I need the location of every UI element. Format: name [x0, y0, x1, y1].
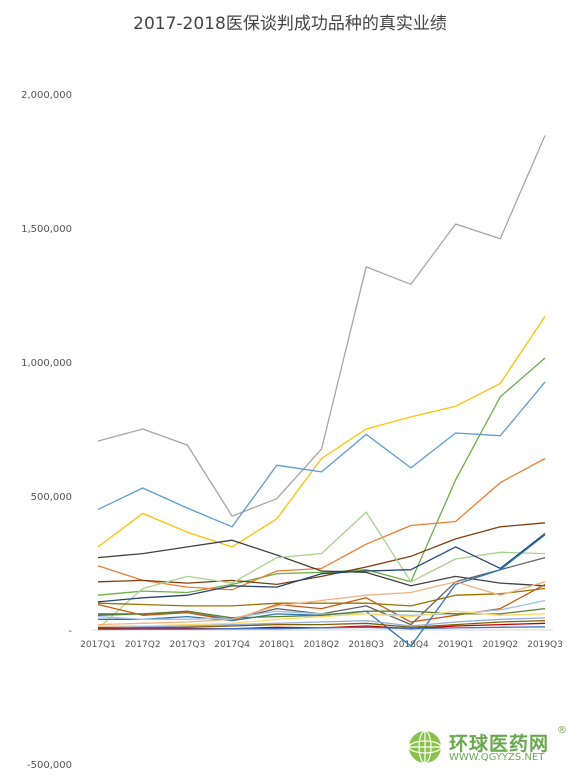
- y-tick-label: 2,000,000: [21, 90, 72, 101]
- series-line-15: [97, 607, 546, 619]
- watermark-logo: 环球医药网 ® WWW.QGYYZS.NET: [405, 725, 580, 767]
- series-line-1: [97, 135, 546, 517]
- watermark-brand: 环球医药网: [449, 733, 550, 755]
- y-tick-label: -: [68, 626, 72, 637]
- watermark-registered-mark: ®: [557, 725, 567, 736]
- chart-title: 2017-2018医保谈判成功品种的真实业绩: [133, 14, 447, 34]
- series-line-17: [98, 610, 546, 627]
- series-line-18: [97, 617, 546, 628]
- series-line-5: [97, 457, 546, 591]
- y-tick-label: 500,000: [31, 492, 72, 503]
- series-line-16: [97, 581, 546, 626]
- x-tick-label: 2018Q2: [304, 640, 340, 650]
- y-tick-label: 1,500,000: [21, 224, 72, 235]
- series-line-10: [97, 587, 546, 607]
- y-tick-label: -500,000: [27, 760, 72, 771]
- x-tick-label: 2017Q3: [170, 640, 206, 650]
- series-line-6: [97, 522, 546, 586]
- watermark-url: WWW.QGYYZS.NET: [449, 752, 545, 763]
- series-line-21: [97, 626, 546, 631]
- series-line-2: [97, 316, 546, 548]
- x-tick-label: 2019Q3: [527, 640, 563, 650]
- x-tick-label: 2018Q4: [393, 640, 429, 650]
- series-line-9: [97, 532, 546, 603]
- series-line-3: [97, 381, 546, 528]
- x-tick-label: 2019Q1: [438, 640, 474, 650]
- x-tick-label: 2017Q2: [125, 640, 161, 650]
- series-line-7: [97, 539, 546, 587]
- series-line-8: [97, 511, 546, 630]
- x-tick-label: 2017Q1: [80, 640, 116, 650]
- x-tick-label: 2018Q3: [348, 640, 384, 650]
- y-tick-label: 1,000,000: [21, 358, 72, 369]
- globe-icon: [408, 730, 442, 764]
- x-tick-label: 2019Q2: [482, 640, 518, 650]
- series-line-19: [97, 619, 546, 630]
- x-tick-label: 2018Q1: [259, 640, 295, 650]
- x-tick-label: 2017Q4: [214, 640, 250, 650]
- series-line-4: [97, 357, 546, 596]
